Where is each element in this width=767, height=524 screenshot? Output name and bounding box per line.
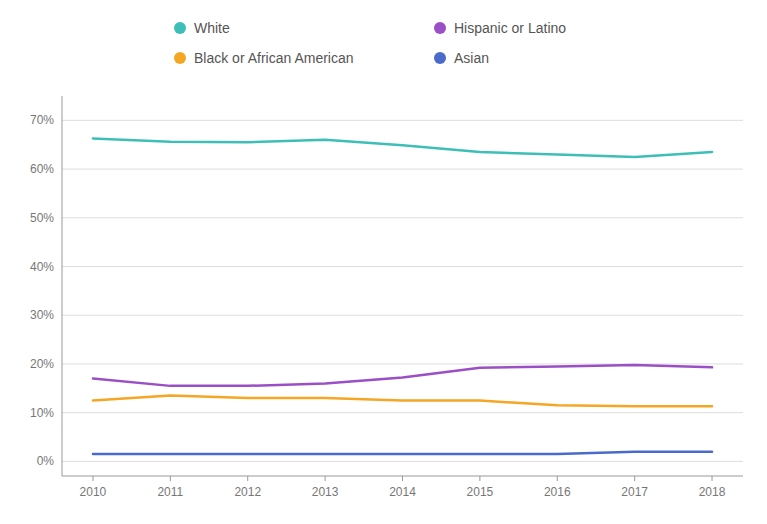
chart-svg: 0%10%20%30%40%50%60%70%20102011201220132… — [0, 0, 767, 524]
grid-line — [62, 461, 743, 462]
y-tick-label: 10% — [30, 406, 54, 420]
chart-container: 0%10%20%30%40%50%60%70%20102011201220132… — [0, 0, 767, 524]
y-tick-label: 30% — [30, 308, 54, 322]
x-axis: 2010 2011 2012 2013 2014 2015 2016 2017 2018 — [80, 476, 726, 499]
x-tick-label: 2011 — [157, 485, 183, 499]
y-tick-label: 70% — [30, 113, 54, 127]
grid-line — [62, 266, 743, 267]
x-tick-label: 2012 — [234, 485, 261, 499]
x-tick — [170, 476, 171, 481]
legend-marker — [174, 52, 186, 64]
series-line — [93, 452, 712, 454]
legend-marker — [434, 52, 446, 64]
y-tick-label: 40% — [30, 260, 54, 274]
x-tick-label: 2016 — [544, 485, 571, 499]
y-tick-label: 20% — [30, 357, 54, 371]
series-line — [93, 396, 712, 407]
x-tick-label: 2018 — [699, 485, 726, 499]
x-tick-label: 2014 — [389, 485, 416, 499]
legend-marker — [434, 22, 446, 34]
series-line — [93, 365, 712, 386]
y-tick-label: 0% — [37, 454, 55, 468]
grid-line — [62, 412, 743, 413]
background — [0, 0, 767, 524]
x-tick — [557, 476, 558, 481]
grid-line — [62, 315, 743, 316]
x-tick — [479, 476, 480, 481]
x-tick — [92, 476, 93, 481]
legend-label: White — [194, 20, 230, 36]
legend-marker — [174, 22, 186, 34]
grid-line — [62, 169, 743, 170]
legend-label: Asian — [454, 50, 489, 66]
grid-line — [62, 120, 743, 121]
x-tick — [247, 476, 248, 481]
y-tick-label: 60% — [30, 162, 54, 176]
x-tick-label: 2015 — [467, 485, 494, 499]
x-tick — [634, 476, 635, 481]
x-tick — [325, 476, 326, 481]
x-tick-label: 2013 — [312, 485, 339, 499]
x-tick-label: 2010 — [80, 485, 107, 499]
series-line — [93, 138, 712, 157]
legend-label: Black or African American — [194, 50, 354, 66]
x-tick — [712, 476, 713, 481]
legend: White Hispanic or Latino Black or African … — [174, 20, 566, 66]
y-axis-line — [62, 96, 63, 476]
y-axis: 0% 10% 20% 30% 40% 50% 60% 70% — [30, 113, 743, 468]
plot-area — [93, 138, 712, 454]
x-tick-label: 2017 — [621, 485, 648, 499]
y-tick-label: 50% — [30, 211, 54, 225]
x-tick — [402, 476, 403, 481]
legend-label: Hispanic or Latino — [454, 20, 566, 36]
grid-line — [62, 217, 743, 218]
